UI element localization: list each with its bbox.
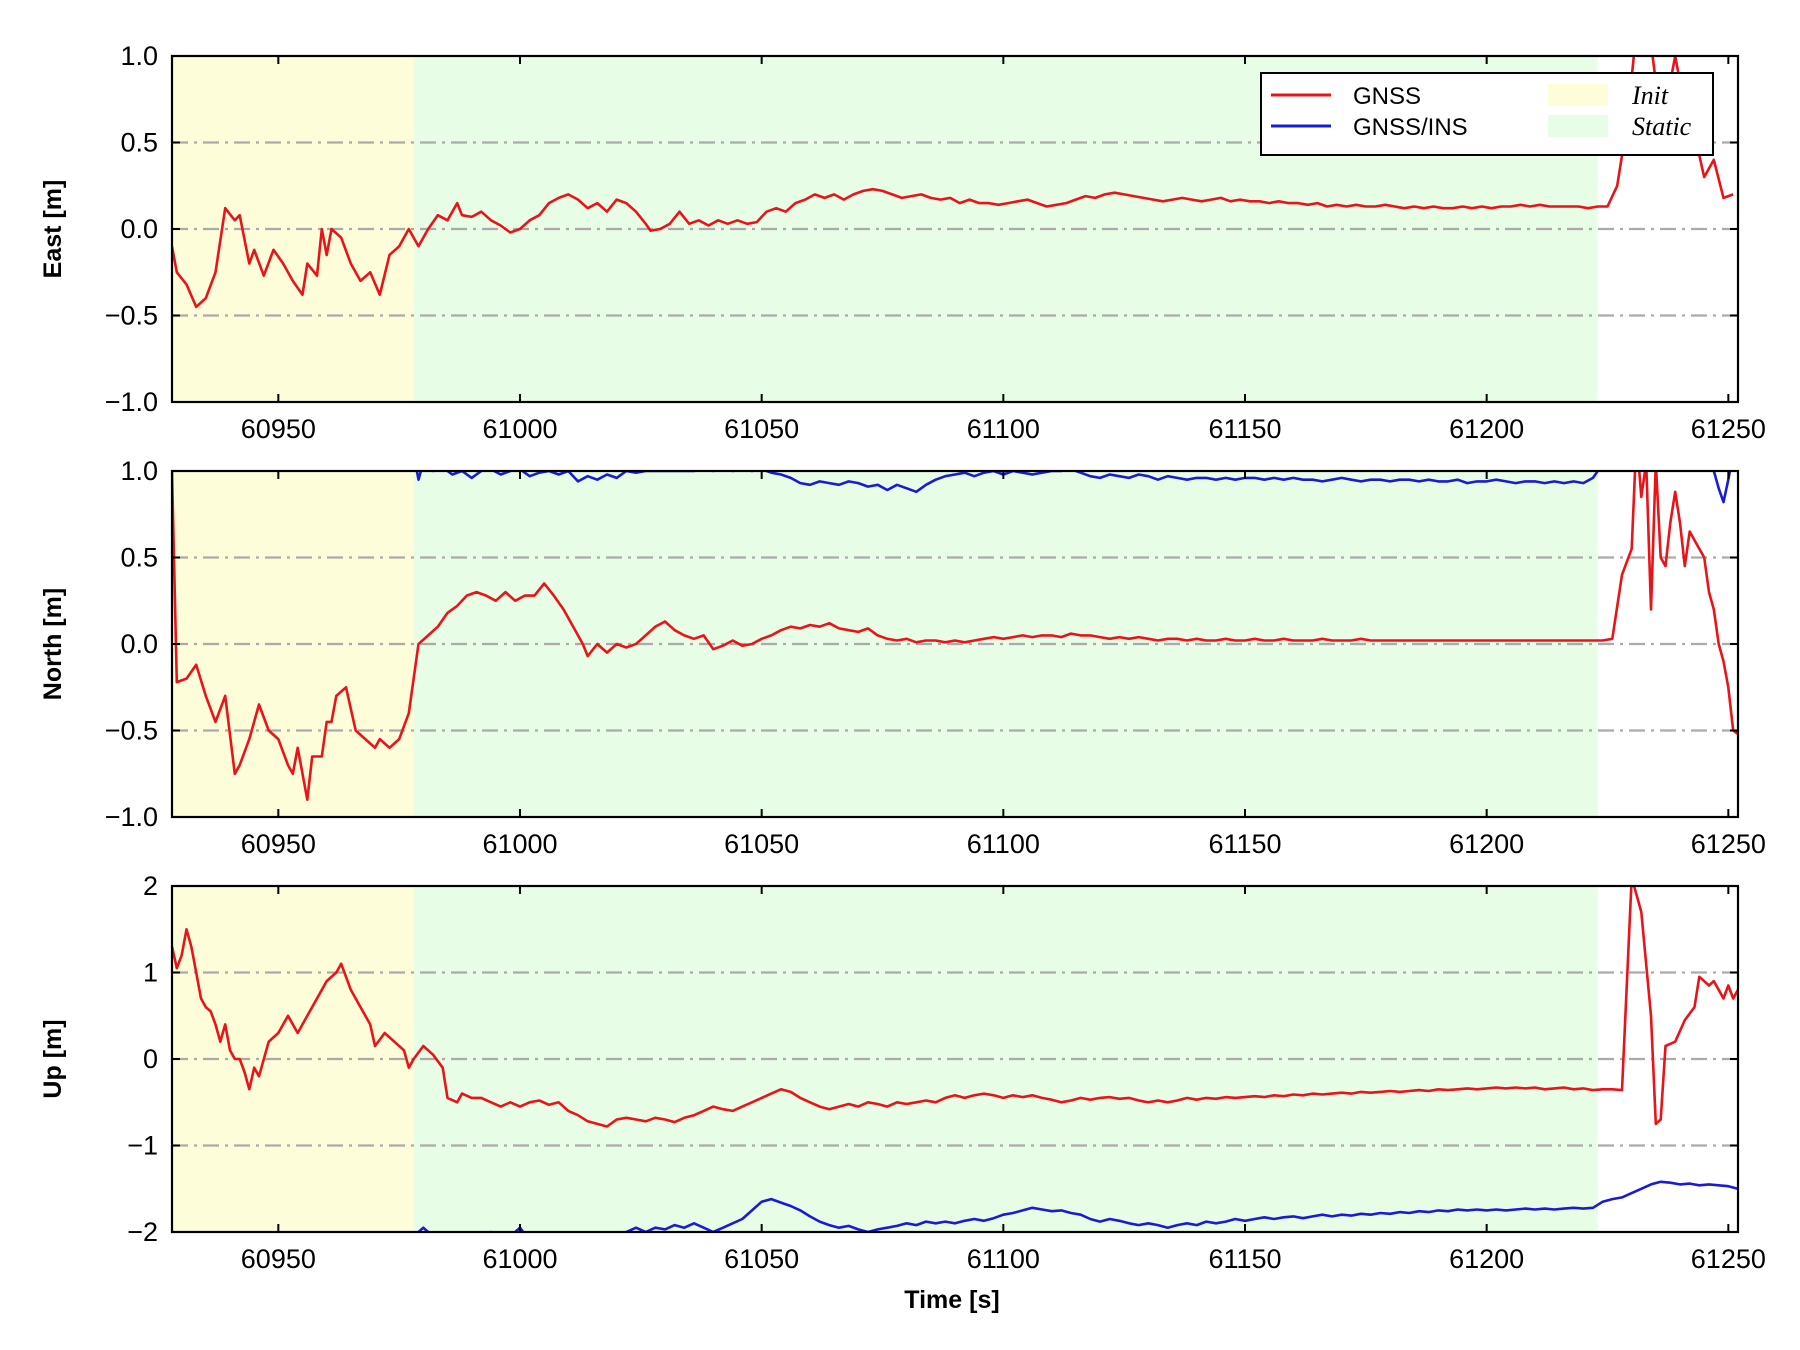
- x-tick-label: 61050: [724, 1244, 799, 1274]
- panel-3: −2 −1 0 1 2 60950 61000 61050 61100 61150 61200 612…: [39, 871, 1766, 1274]
- legend-swatch-init: [1548, 84, 1608, 106]
- x-tick-label: 61150: [1208, 414, 1281, 444]
- y-axis-label: Up [m]: [39, 1019, 67, 1098]
- y-tick-label: −1: [127, 1131, 158, 1161]
- x-axis-label: Time [s]: [904, 1286, 999, 1314]
- x-tick-label: 61000: [482, 1244, 557, 1274]
- y-tick-label: −0.5: [105, 301, 158, 331]
- x-tick-label: 61200: [1449, 829, 1524, 859]
- y-tick-label: 1: [143, 958, 158, 988]
- x-tick-label: 61000: [482, 829, 557, 859]
- y-axis-label: East [m]: [39, 180, 67, 279]
- y-axis-label: North [m]: [39, 588, 67, 700]
- x-tick-label: 60950: [241, 1244, 316, 1274]
- x-tick-label: 61150: [1208, 829, 1281, 859]
- x-tick-label: 61050: [724, 414, 799, 444]
- series-line-gnss-ins: [1712, 471, 1732, 504]
- panel-2: −1.0 −0.5 0.0 0.5 1.0 60950 61000 61050 61100 611…: [39, 456, 1766, 859]
- y-tick-label: 2: [143, 871, 158, 901]
- legend-label: GNSS/INS: [1353, 114, 1468, 141]
- y-tick-label: −0.5: [105, 716, 158, 746]
- legend-label: GNSS: [1353, 83, 1421, 110]
- y-tick-label: −1.0: [105, 387, 158, 417]
- series-line-gnss: [172, 886, 1738, 1128]
- y-tick-label: 0.5: [120, 128, 158, 158]
- legend-swatch-static: [1548, 115, 1608, 137]
- series-line-gnss: [172, 471, 1738, 801]
- y-tick-label: 0.5: [120, 543, 158, 573]
- legend-label: Init: [1631, 81, 1669, 110]
- x-tick-label: 61250: [1691, 1244, 1766, 1274]
- x-tick-label: 61100: [967, 829, 1040, 859]
- panels: −1.0 −0.5 0.0 0.5 1.0 60950 61000 61050 61100 611…: [39, 41, 1766, 1274]
- y-tick-label: 0: [143, 1044, 158, 1074]
- x-tick-label: 61150: [1208, 1244, 1281, 1274]
- x-tick-label: 61250: [1691, 414, 1766, 444]
- y-tick-label: 0.0: [120, 629, 158, 659]
- series-line-gnss-ins: [416, 1180, 1738, 1232]
- series-group: [172, 56, 1734, 309]
- legend-box: [1260, 72, 1714, 156]
- y-tick-label: 0.0: [120, 214, 158, 244]
- y-tick-label: 1.0: [120, 41, 158, 71]
- x-tick-label: 60950: [241, 414, 316, 444]
- series-line-gnss: [172, 56, 1734, 309]
- x-tick-label: 61100: [967, 1244, 1040, 1274]
- legend-label: Static: [1632, 112, 1692, 141]
- x-tick-label: 61200: [1449, 414, 1524, 444]
- x-tick-label: 61250: [1691, 829, 1766, 859]
- x-tick-label: 61000: [482, 414, 557, 444]
- y-tick-label: 1.0: [120, 456, 158, 486]
- x-tick-label: 60950: [241, 829, 316, 859]
- x-tick-label: 61050: [724, 829, 799, 859]
- y-tick-label: −1.0: [105, 802, 158, 832]
- y-tick-label: −2: [127, 1217, 158, 1247]
- x-tick-label: 61200: [1449, 1244, 1524, 1274]
- x-tick-label: 61100: [967, 414, 1040, 444]
- series-group: [172, 886, 1738, 1232]
